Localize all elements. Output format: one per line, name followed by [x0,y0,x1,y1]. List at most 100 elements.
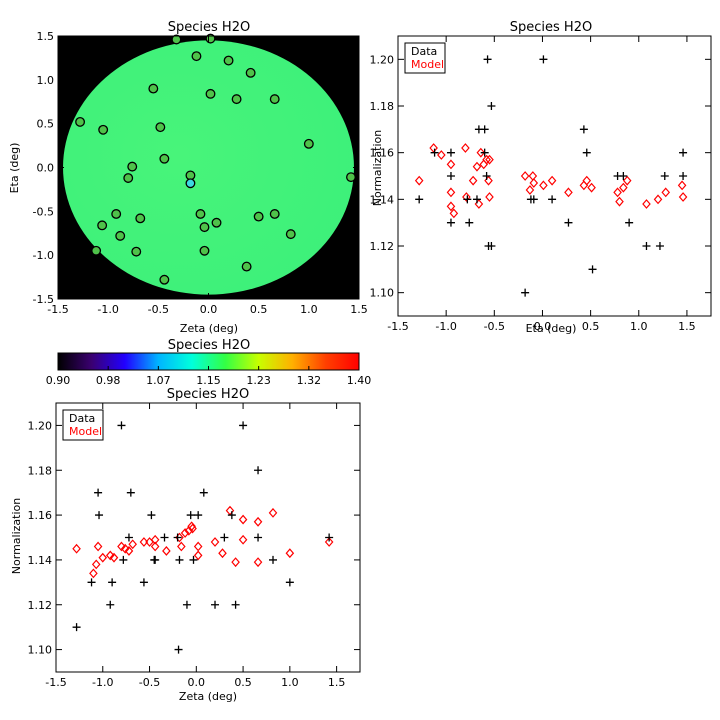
zeta-legend-model: Model [69,425,102,438]
map-point [115,230,126,241]
eta-data-point [582,148,591,157]
zeta-model-point [91,559,101,570]
eta-data-point [430,148,439,157]
zeta-chart-x-label: Zeta (deg) [179,690,237,703]
zeta-model-point [150,541,160,552]
eta-x-tick-label: -1.0 [435,320,456,333]
map-point [155,122,166,133]
eta-model-point [615,196,624,207]
zeta-model-point [231,557,240,568]
zeta-x-tick-label: 0.5 [234,676,252,689]
map-y-tick-label: 1.5 [37,30,55,43]
zeta-data-point [117,421,126,430]
zeta-y-tick-label: 1.14 [28,554,53,567]
eta-model-point [579,180,589,191]
eta-model-point [446,159,456,170]
map-point [241,261,252,272]
eta-y-tick-label: 1.18 [370,100,395,113]
eta-model-point [479,159,489,170]
zeta-model-point [253,557,263,568]
map-point [123,173,134,183]
eta-model-point [437,150,446,160]
zeta-data-point [227,511,236,520]
zeta-data-point [194,511,203,520]
zeta-legend-data: Data [69,412,95,425]
zeta-model-point [162,546,171,556]
eta-data-point [480,148,489,157]
zeta-model-point [93,541,103,552]
eta-data-point [564,218,573,227]
eta-model-point [677,180,687,191]
map-point [223,55,234,66]
map-y-label: Eta (deg) [8,143,21,194]
colorbar-tick-label: 1.15 [196,374,221,387]
eta-legend-box [404,42,446,74]
zeta-data-point [95,511,104,520]
zeta-model-point [124,546,134,556]
zeta-x-tick-label: 1.0 [281,676,299,689]
eta-data-point [472,195,481,204]
zeta-data-point [173,533,182,542]
zeta-data-point [147,511,156,520]
map-point [346,172,356,183]
zeta-data-point [186,511,195,520]
zeta-data-point [119,555,128,564]
zeta-x-tick-label: -1.0 [92,676,113,689]
map-point [131,246,142,257]
zeta-plot-frame [55,402,361,673]
map-point [191,51,202,62]
colorbar-tick-label: 1.32 [297,374,322,387]
map-point [195,209,206,219]
eta-model-point [661,187,671,198]
map-y-tick-label: -1.0 [33,249,54,262]
eta-y-tick-label: 1.10 [370,287,395,300]
eta-model-point [461,143,470,153]
zeta-data-point [285,578,294,587]
map-point [75,116,86,127]
map-x-label: Zeta (deg) [180,322,238,335]
colorbar-tick-label: 1.07 [146,374,171,387]
map-chart: Species H2O Zeta (deg) Eta (deg) -1.5 -1.… [8,20,368,335]
zeta-y-tick-label: 1.12 [28,599,53,612]
eta-model-point [539,180,548,191]
zeta-data-point [239,421,248,430]
zeta-legend-box [62,409,104,441]
eta-model-point [485,192,494,202]
eta-y-tick-label: 1.20 [370,53,395,66]
zeta-model-point [238,514,248,525]
zeta-data-point [124,533,133,542]
colorbar-chart: Species H2O 0.90 0.98 1.07 1.15 1.23 1.32 1.40 [46,338,372,387]
zeta-model-point [105,550,115,561]
zeta-x-tick-label: -0.5 [139,676,160,689]
eta-data-point [539,55,548,64]
map-point [303,138,314,149]
map-point [205,88,216,99]
eta-model-point [525,185,535,195]
normalization-vs-eta-chart: Species H2O Eta (deg) Normalization -1.5… [370,20,712,335]
eta-x-tick-label: 0.5 [582,320,600,333]
eta-data-point [465,218,474,227]
zeta-model-point [139,537,149,547]
colorbar-tick-label: 0.90 [46,374,71,387]
eta-data-point [480,125,489,134]
map-point [98,124,109,135]
eta-data-point [446,218,455,227]
zeta-model-point [98,552,108,563]
map-point [97,220,108,231]
map-point [148,83,159,94]
map-point [253,211,264,222]
eta-model-point [446,187,456,198]
colorbar-tick-label: 1.23 [246,374,271,387]
map-y-tick-label: -1.5 [33,293,54,306]
map-x-tick-label: 0.5 [250,303,268,316]
zeta-data-point [220,533,229,542]
eta-data-point [482,172,491,180]
eta-data-point [655,242,664,250]
zeta-model-point [218,548,227,559]
zeta-model-point [177,541,186,552]
eta-chart-y-label: Normalization [371,130,384,206]
eta-data-point [487,242,496,250]
eta-x-tick-label: 0.0 [534,320,552,333]
colorbar-title: Species H2O [168,338,250,353]
zeta-data-point [151,555,160,564]
